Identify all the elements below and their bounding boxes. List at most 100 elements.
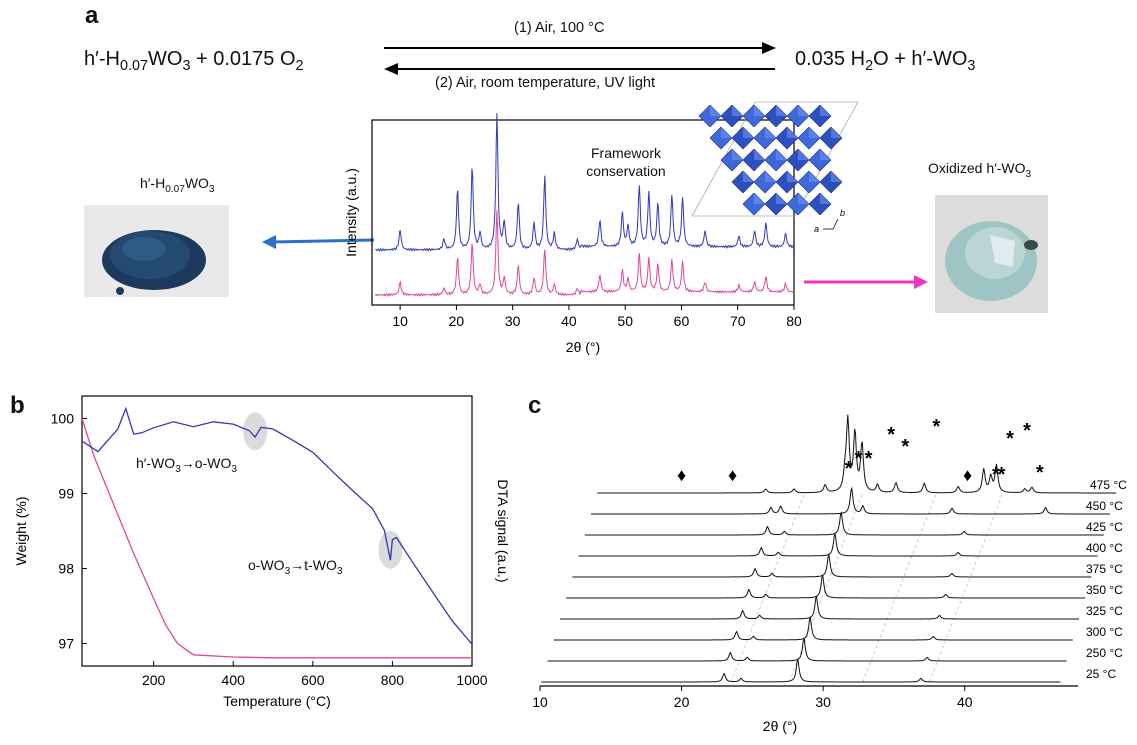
x-tick-label: 400 (222, 672, 246, 688)
temperature-trace (547, 637, 1067, 662)
octahedron-face (776, 193, 787, 204)
star-marker: * (865, 448, 873, 470)
octahedron-face (798, 193, 809, 204)
x-tick-label: 80 (786, 313, 802, 329)
diamond-marker: ♦ (728, 465, 737, 485)
x-tick-label: 1000 (456, 672, 487, 688)
axis-a-label: a (814, 224, 819, 234)
x-tick-label: 600 (301, 672, 325, 688)
octahedron-face (721, 127, 732, 138)
octahedron-face (754, 149, 765, 160)
x-tick-label: 30 (505, 313, 521, 329)
y-axis-label-right: DTA signal (a.u.) (495, 479, 511, 582)
x-tick-label: 60 (674, 313, 690, 329)
unit-cell-outline (691, 101, 859, 217)
xrd-series-line (375, 113, 795, 253)
crystal-structure-image: ab (691, 101, 859, 234)
temperature-label: 425 °C (1086, 520, 1123, 534)
octahedron-face (765, 127, 776, 138)
star-marker: * (992, 464, 1000, 486)
octahedron-face (743, 127, 754, 138)
diamond-marker: ♦ (963, 465, 972, 485)
transition-highlight (243, 412, 268, 451)
octahedron-face (809, 171, 820, 182)
star-marker: * (901, 436, 909, 458)
x-tick-label: 20 (674, 694, 690, 710)
y-tick-label: 100 (51, 411, 75, 427)
octahedron-face (831, 171, 842, 182)
x-tick-label: 20 (449, 313, 465, 329)
x-tick-label: 10 (532, 694, 548, 710)
octahedron-face (798, 105, 809, 116)
panel-b-tga-chart: 200 400 600 800 1000 97 98 99 100 Temperature (°C… (13, 395, 511, 709)
products-equation: 0.035 H2O + h′-WO3 (795, 48, 976, 74)
temperature-trace (553, 616, 1073, 641)
y-axis-label: Intensity (a.u.) (343, 168, 359, 257)
octahedron-face (776, 149, 787, 160)
left-compound-label: h′-H0.07WO3 (140, 175, 215, 195)
octahedron-face (820, 149, 831, 160)
temperature-label: 375 °C (1086, 562, 1123, 576)
annotation-o-to-t: o-WO3→t-WO3 (248, 557, 343, 577)
star-marker: * (998, 464, 1006, 486)
x-tick-label: 70 (730, 313, 746, 329)
x-tick-label: 800 (381, 672, 405, 688)
y-axis-label-left: Weight (%) (13, 497, 29, 566)
x-tick-label: 10 (392, 313, 408, 329)
octahedron-face (765, 171, 776, 182)
temperature-label: 400 °C (1086, 541, 1123, 555)
temperature-trace (541, 658, 1061, 683)
octahedron-face (787, 171, 798, 182)
star-marker: * (855, 448, 863, 470)
octahedron-face (820, 193, 831, 204)
temperature-trace (578, 532, 1098, 557)
star-marker: * (1006, 428, 1014, 450)
octahedron-face (776, 105, 787, 116)
axis-b-line (832, 218, 839, 230)
temperature-trace (591, 486, 1110, 515)
x-tick-label: 30 (815, 694, 831, 710)
octahedron-face (754, 105, 765, 116)
y-tick-label: 99 (58, 486, 74, 502)
right-compound-label: Oxidized h′-WO3 (928, 160, 1032, 180)
octahedron-face (809, 127, 820, 138)
blue-powder-photo (84, 205, 229, 297)
octahedron-face (732, 105, 743, 116)
temperature-trace (566, 574, 1086, 599)
x-tick-label: 40 (957, 694, 973, 710)
x-axis-label: Temperature (°C) (223, 693, 331, 709)
dta-curve (81, 406, 473, 645)
reaction-arrows (384, 42, 776, 75)
axis-b-label: b (840, 208, 845, 218)
transition-highlight (378, 530, 403, 569)
y-tick-label: 98 (58, 561, 74, 577)
y-tick-label: 97 (58, 636, 74, 652)
temperature-trace (572, 553, 1092, 578)
star-marker: * (1036, 462, 1044, 484)
octahedron-face (754, 193, 765, 204)
octahedron-face (787, 127, 798, 138)
diamond-marker: ♦ (677, 465, 686, 485)
annotation-h-to-o: h′-WO3→o-WO3 (136, 455, 237, 475)
x-tick-label: 40 (561, 313, 577, 329)
panel-c-xrd-chart: 10 20 30 40 2θ (°) 25 °C 250 °C 300 °C 325 °C 350… (532, 414, 1127, 734)
xrd-series-line (374, 210, 795, 298)
light-powder-photo (935, 195, 1048, 313)
star-marker: * (887, 424, 895, 446)
weight-curve (81, 418, 472, 659)
octahedron-face (820, 105, 831, 116)
panel-a-label: a (85, 2, 99, 29)
panel-c-label: c (528, 392, 542, 419)
octahedron-face (798, 149, 809, 160)
octahedron-face (831, 127, 842, 138)
temperature-label: 300 °C (1086, 625, 1123, 639)
guide-line (862, 492, 937, 683)
plot-frame (371, 119, 795, 306)
guide-line (730, 492, 806, 683)
temperature-label: 350 °C (1086, 583, 1123, 597)
forward-condition: (1) Air, 100 °C (514, 20, 605, 36)
octahedron-face (710, 105, 721, 116)
temperature-label: 25 °C (1086, 667, 1116, 681)
reactants-equation: h′-H0.07WO3 + 0.0175 O2 (84, 48, 304, 74)
x-tick-label: 200 (142, 672, 166, 688)
